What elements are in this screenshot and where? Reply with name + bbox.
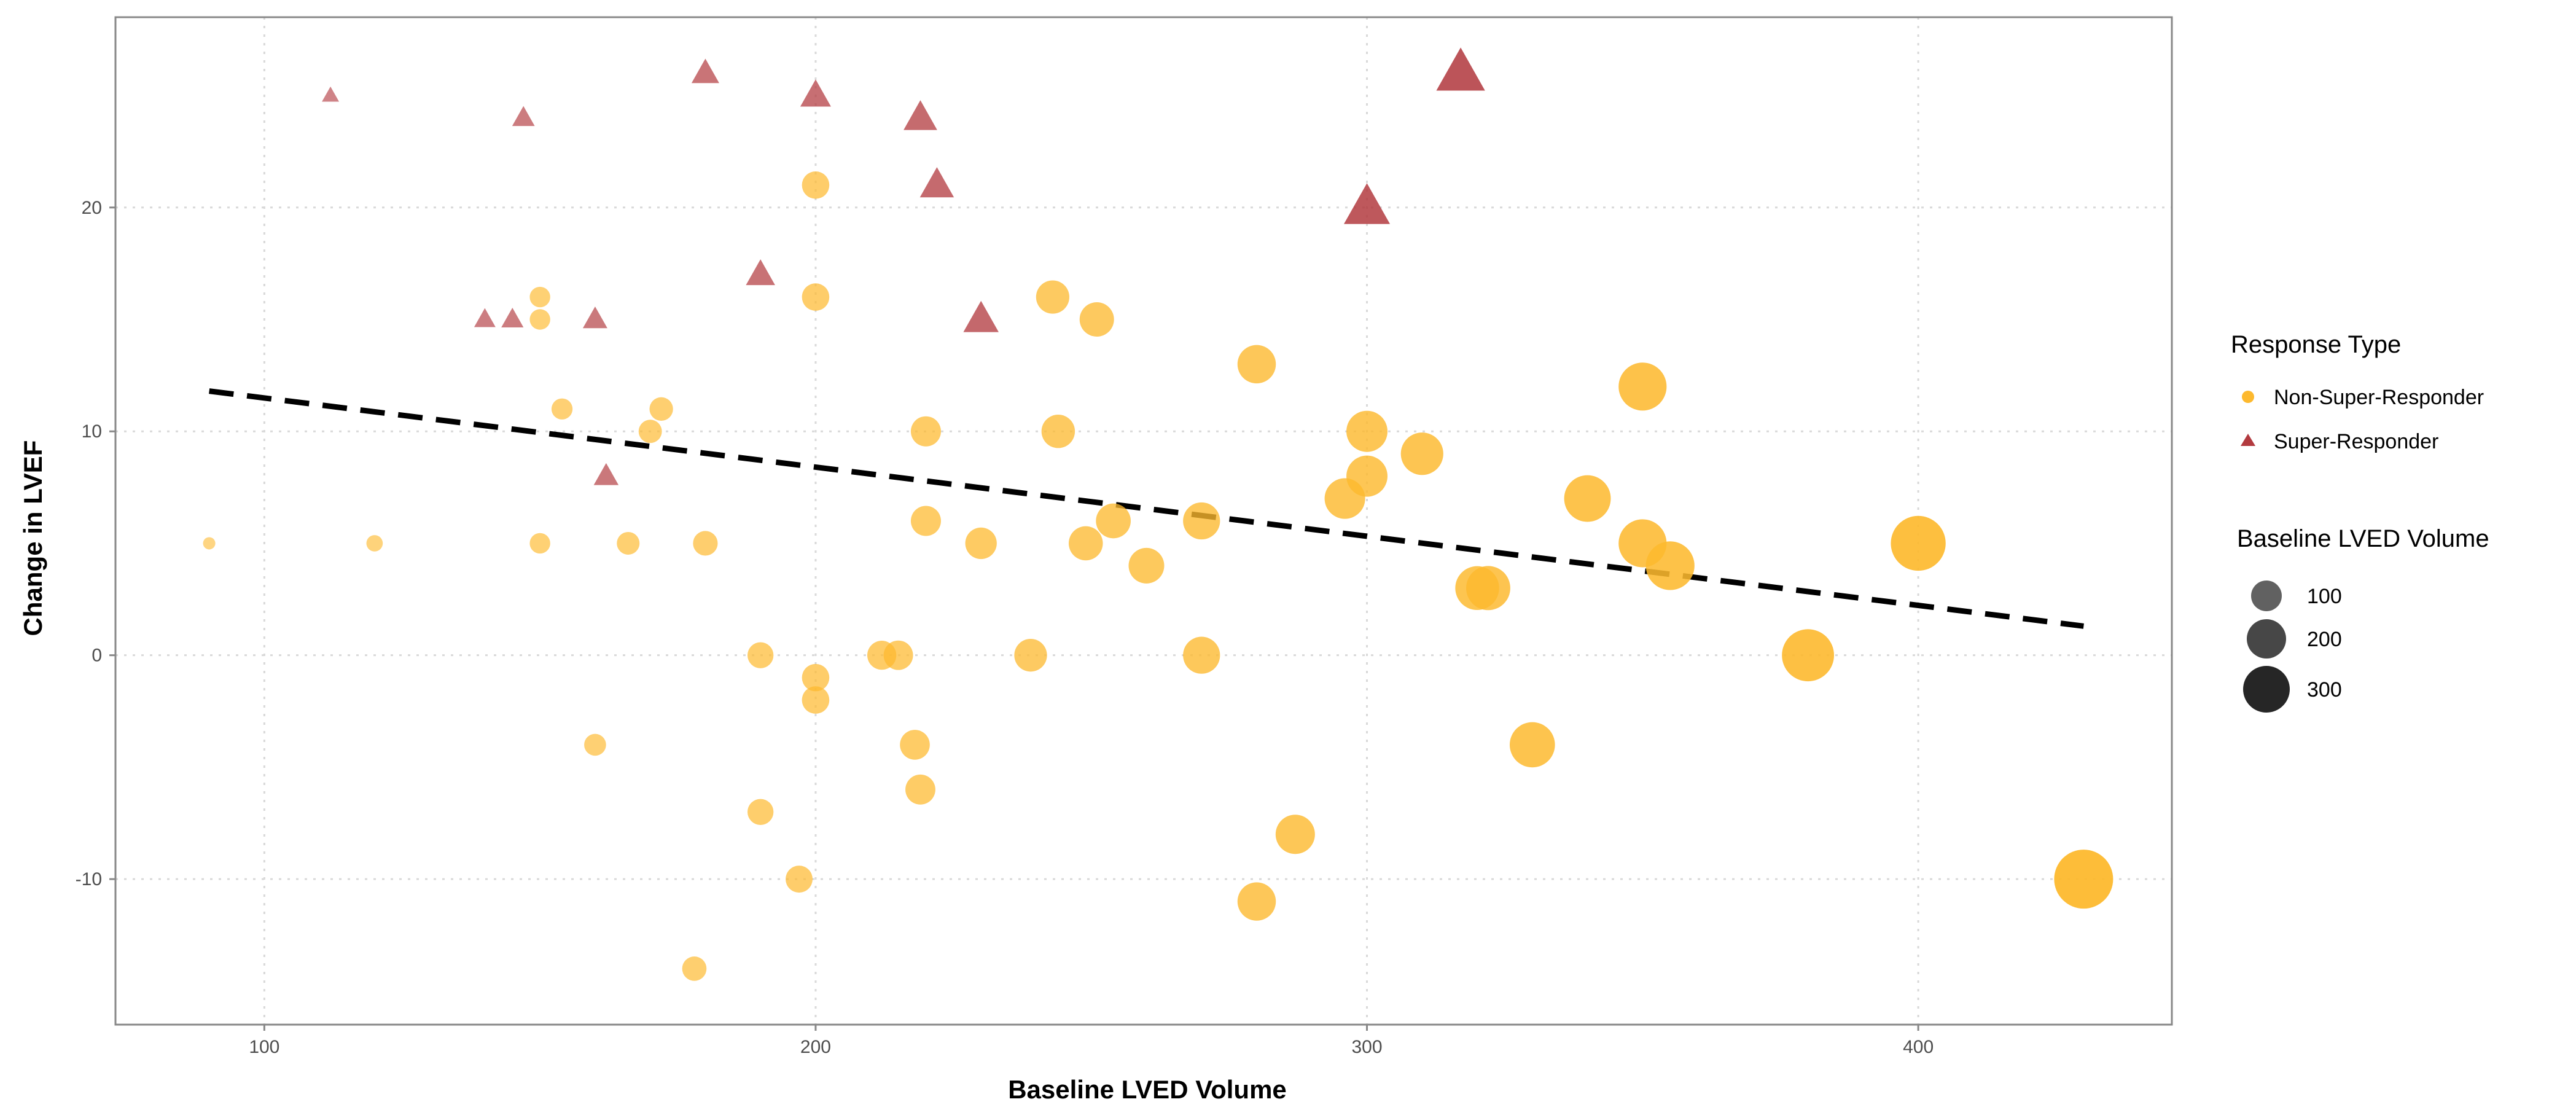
non-super-responder-point [1275,815,1315,854]
non-super-responder-point [1183,502,1220,540]
non-super-responder-point [1036,280,1069,314]
non-super-responder-point [529,309,550,330]
super-responder-point [1344,183,1391,224]
non-super-responder-point [1645,541,1695,590]
y-tick-label-0: 0 [92,646,102,666]
non-super-responder-point [1782,629,1835,682]
non-super-responder-point [802,283,830,311]
non-super-responder-point [1564,475,1611,522]
non-super-responder-point [910,416,941,447]
non-super-responder-point [965,527,997,560]
non-super-responder-point [529,533,550,554]
super-responder-point [963,300,999,332]
super-responder-point [593,463,619,485]
panel-border [114,16,2173,1026]
non-super-responder-point [529,286,550,308]
super-responder-point [322,86,340,102]
non-super-responder-point [802,171,830,199]
non-super-responder-point [366,535,383,552]
super-responder-point [746,259,775,286]
y-axis-title: Change in LVEF [18,440,47,636]
x-tick-label-300: 300 [1351,1037,1382,1057]
super-responder-point [512,106,535,127]
super-responder-point [904,100,937,130]
non-super-responder-point [1014,639,1047,672]
non-super-responder-point [900,730,930,760]
legend-size-300-marker [2243,666,2290,713]
non-super-responder-point [1237,345,1276,384]
non-super-responder-point [905,774,935,805]
x-tick-label-200: 200 [800,1037,831,1057]
y-tick-label--10: -10 [76,869,102,889]
non-super-responder-point [883,640,913,670]
non-super-responder-point [1068,526,1103,561]
non-super-responder-point [747,799,774,825]
non-super-responder-point [617,531,640,555]
non-super-responder-point [584,733,606,756]
non-super-responder-point [1096,503,1131,539]
legend-size-200-label: 200 [2307,628,2342,651]
non-super-responder-point [1346,410,1388,452]
super-responder-point [501,307,524,327]
data-points [203,47,2113,981]
super-responder-point [919,167,954,198]
non-super-responder-point [1237,882,1276,921]
legend-non-super-responder-label: Non-Super-Responder [2274,386,2484,409]
non-super-responder-point [1041,415,1075,448]
x-tick-label-100: 100 [249,1037,279,1057]
non-super-responder-point [1183,636,1220,674]
non-super-responder-point [1079,302,1114,337]
legend-size-100-label: 100 [2307,585,2342,608]
y-tick-label-10: 10 [82,421,102,442]
super-responder-point [800,79,831,107]
super-responder-point [474,308,496,327]
non-super-responder-point [802,663,830,692]
x-tick-label-400: 400 [1903,1037,1934,1057]
trend-line-group [209,388,2084,629]
non-super-responder-point [1509,722,1555,768]
y-axis-ticks: -10 0 10 20 [76,198,115,889]
non-super-responder-point [1466,566,1510,611]
non-super-responder-point [786,866,813,893]
non-super-responder-point [802,686,830,714]
non-super-responder-point [203,537,216,550]
non-super-responder-point [2054,850,2113,909]
x-axis-ticks: 100 200 300 400 [249,1025,1934,1057]
super-responder-point [1436,47,1485,91]
legend-color-title: Response Type [2231,331,2401,358]
y-tick-label-20: 20 [82,198,102,218]
non-super-responder-point [910,506,941,536]
non-super-responder-point [682,956,707,981]
non-super-responder-point [693,531,718,556]
legend-size-200-marker [2247,619,2286,659]
legend-super-responder-label: Super-Responder [2274,430,2438,453]
non-super-responder-point [1346,455,1388,497]
trend-line [209,388,2084,629]
x-axis-title: Baseline LVED Volume [1008,1075,1287,1104]
non-super-responder-point [1891,515,1946,571]
legend-super-responder-marker [2241,434,2255,446]
non-super-responder-point [1128,547,1165,584]
legend-size-300-label: 300 [2307,678,2342,702]
non-super-responder-point [649,397,673,421]
legend: Response Type Non-Super-Responder Super-… [2231,331,2489,713]
non-super-responder-point [1400,432,1443,475]
legend-size-100-marker [2251,580,2282,611]
non-super-responder-point [1618,362,1667,411]
legend-non-super-responder-marker [2242,391,2254,403]
super-responder-point [691,58,719,84]
non-super-responder-point [638,420,662,444]
non-super-responder-point [747,642,774,668]
non-super-responder-point [551,398,573,420]
super-responder-point [582,306,607,329]
legend-size-title: Baseline LVED Volume [2237,525,2489,552]
